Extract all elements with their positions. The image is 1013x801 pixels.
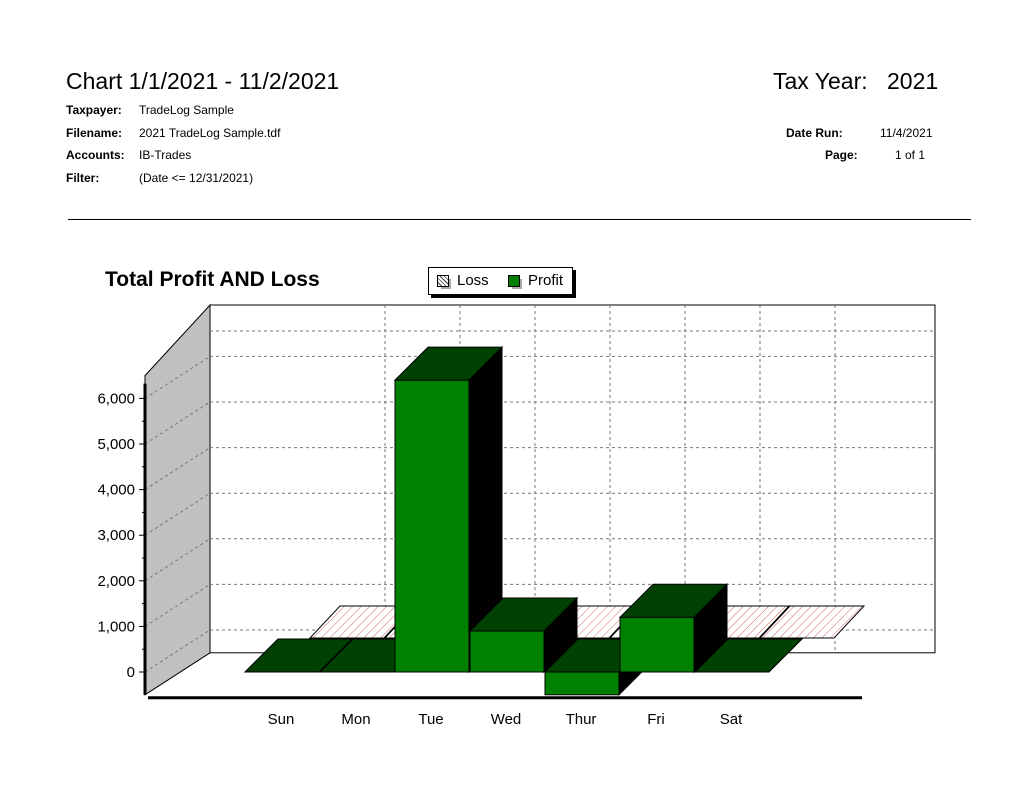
legend-profit-swatch	[508, 275, 520, 287]
y-tick-label: 4,000	[97, 482, 135, 499]
profit-bar-top	[393, 346, 504, 381]
profit-bar-front	[544, 671, 620, 696]
y-tick-label: 1,000	[97, 618, 135, 635]
filename-label: Filename:	[66, 126, 123, 140]
grid-line-diag	[144, 538, 211, 582]
accounts-label: Accounts:	[66, 148, 125, 162]
left-wall	[144, 303, 211, 696]
legend-loss-label: Loss	[457, 272, 489, 289]
legend-loss-swatch	[437, 275, 449, 287]
legend-profit-label: Profit	[528, 272, 564, 289]
loss-tile	[308, 605, 416, 639]
chart-legend: Loss Profit	[428, 267, 573, 295]
x-category-label: Sun	[268, 711, 295, 728]
accounts-value: IB-Trades	[139, 148, 192, 162]
page-value: 1 of 1	[895, 148, 926, 162]
profit-bar-top	[243, 638, 354, 673]
report-title: Chart 1/1/2021 - 11/2/2021	[66, 68, 340, 94]
profit-bar-top	[468, 597, 579, 632]
date-run-label: Date Run:	[786, 126, 843, 140]
header-divider	[68, 219, 971, 220]
tax-year-value: 2021	[887, 68, 939, 94]
back-wall	[209, 304, 936, 654]
filename-value: 2021 TradeLog Sample.tdf	[139, 126, 281, 140]
profit-bar-front	[469, 630, 545, 673]
y-tick-label: 0	[127, 664, 135, 681]
y-tick-label: 2,000	[97, 573, 135, 590]
profit-bar-front	[394, 379, 470, 673]
x-category-label: Sat	[720, 711, 743, 728]
taxpayer-label: Taxpayer:	[66, 103, 122, 117]
grid-line-diag	[144, 355, 211, 399]
filter-label: Filter:	[66, 171, 100, 185]
y-tick-label: 5,000	[97, 436, 135, 453]
page-label: Page:	[825, 148, 858, 162]
taxpayer-value: TradeLog Sample	[139, 103, 234, 117]
x-category-label: Tue	[418, 711, 443, 728]
filter-value: (Date <= 12/31/2021)	[139, 171, 254, 185]
grid-line-diag	[144, 401, 211, 445]
chart-title: Total Profit AND Loss	[105, 268, 320, 291]
x-category-label: Fri	[647, 711, 665, 728]
loss-tile	[758, 605, 866, 639]
profit-bar-front	[619, 616, 695, 673]
grid-line-diag	[144, 492, 211, 536]
profit-bar-top	[693, 638, 804, 673]
x-category-label: Thur	[566, 711, 597, 728]
grid-line-diag	[144, 629, 211, 673]
tax-year-label: Tax Year:	[773, 68, 868, 94]
profit-bar-top	[618, 583, 729, 618]
x-category-label: Wed	[491, 711, 522, 728]
y-tick-label: 3,000	[97, 527, 135, 544]
x-category-label: Mon	[341, 711, 370, 728]
grid-line-diag	[144, 583, 211, 627]
grid-line-diag	[144, 447, 211, 491]
date-run-value: 11/4/2021	[880, 126, 933, 140]
y-tick-label: 6,000	[97, 390, 135, 407]
